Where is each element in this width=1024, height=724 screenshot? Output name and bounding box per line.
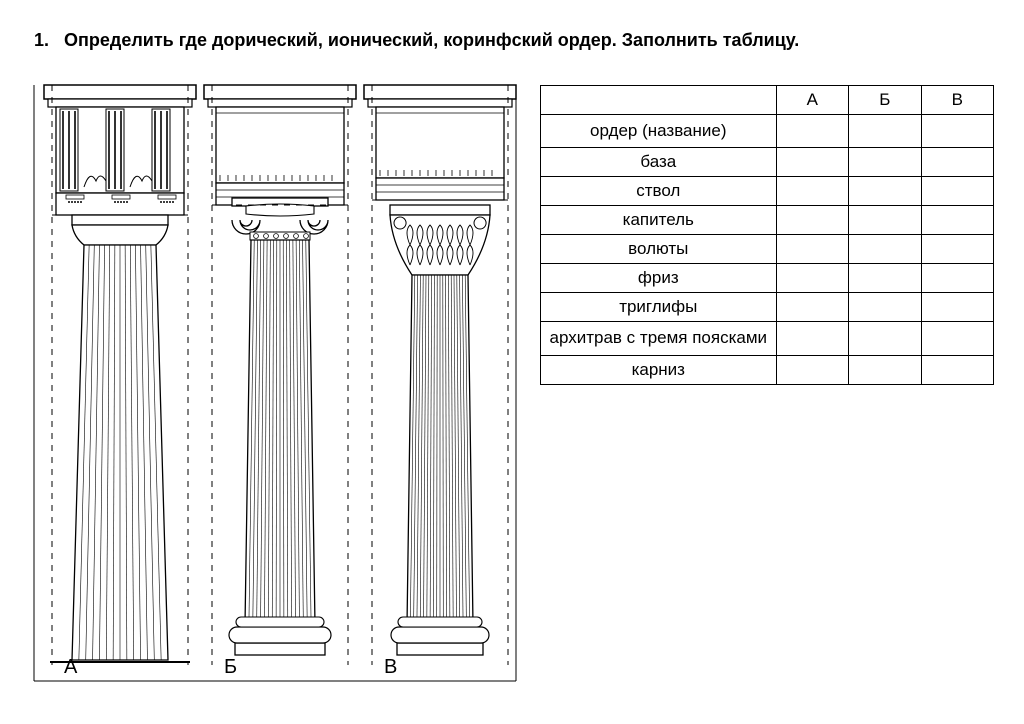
answer-cell[interactable]	[849, 264, 921, 293]
task-number: 1.	[34, 30, 49, 50]
orders-diagram: AБВ	[30, 65, 520, 685]
task-title: 1. Определить где дорический, ионический…	[30, 30, 994, 51]
row-label: ордер (название)	[541, 115, 777, 148]
svg-text:В: В	[384, 656, 397, 678]
table-row: волюты	[541, 235, 994, 264]
table-row: карниз	[541, 355, 994, 384]
answer-cell[interactable]	[849, 177, 921, 206]
answer-cell[interactable]	[776, 148, 848, 177]
row-label: волюты	[541, 235, 777, 264]
col-header-c: В	[921, 86, 994, 115]
answer-cell[interactable]	[921, 235, 994, 264]
table-row: капитель	[541, 206, 994, 235]
answer-cell[interactable]	[776, 206, 848, 235]
table-header-row: А Б В	[541, 86, 994, 115]
row-label: база	[541, 148, 777, 177]
answer-cell[interactable]	[849, 115, 921, 148]
answer-cell[interactable]	[776, 264, 848, 293]
answer-cell[interactable]	[849, 322, 921, 355]
col-header-a: А	[776, 86, 848, 115]
answer-cell[interactable]	[849, 293, 921, 322]
table-row: архитрав с тремя поясками	[541, 322, 994, 355]
answer-cell[interactable]	[849, 355, 921, 384]
answer-cell[interactable]	[921, 115, 994, 148]
answer-cell[interactable]	[921, 355, 994, 384]
table-row: фриз	[541, 264, 994, 293]
answer-cell[interactable]	[921, 177, 994, 206]
row-label: фриз	[541, 264, 777, 293]
answer-cell[interactable]	[849, 148, 921, 177]
svg-text:A: A	[64, 656, 78, 678]
answer-cell[interactable]	[921, 264, 994, 293]
table-row: триглифы	[541, 293, 994, 322]
answer-cell[interactable]	[776, 355, 848, 384]
answer-cell[interactable]	[776, 115, 848, 148]
answer-cell[interactable]	[849, 206, 921, 235]
answer-cell[interactable]	[776, 177, 848, 206]
main-layout: AБВ А Б В ордер (название)базастволкапит…	[30, 65, 994, 685]
answer-cell[interactable]	[776, 293, 848, 322]
answer-cell[interactable]	[776, 322, 848, 355]
svg-text:Б: Б	[224, 656, 237, 678]
row-label: карниз	[541, 355, 777, 384]
table-row: ордер (название)	[541, 115, 994, 148]
answer-cell[interactable]	[921, 322, 994, 355]
row-label: капитель	[541, 206, 777, 235]
table-row: база	[541, 148, 994, 177]
row-label: ствол	[541, 177, 777, 206]
row-label: архитрав с тремя поясками	[541, 322, 777, 355]
answer-cell[interactable]	[921, 206, 994, 235]
table-row: ствол	[541, 177, 994, 206]
table-corner-cell	[541, 86, 777, 115]
answer-cell[interactable]	[776, 235, 848, 264]
answer-table: А Б В ордер (название)базастволкапительв…	[540, 85, 994, 385]
answer-cell[interactable]	[921, 148, 994, 177]
answer-cell[interactable]	[849, 235, 921, 264]
answer-table-wrap: А Б В ордер (название)базастволкапительв…	[540, 65, 994, 685]
task-text: Определить где дорический, ионический, к…	[64, 30, 799, 50]
answer-cell[interactable]	[921, 293, 994, 322]
row-label: триглифы	[541, 293, 777, 322]
col-header-b: Б	[849, 86, 921, 115]
